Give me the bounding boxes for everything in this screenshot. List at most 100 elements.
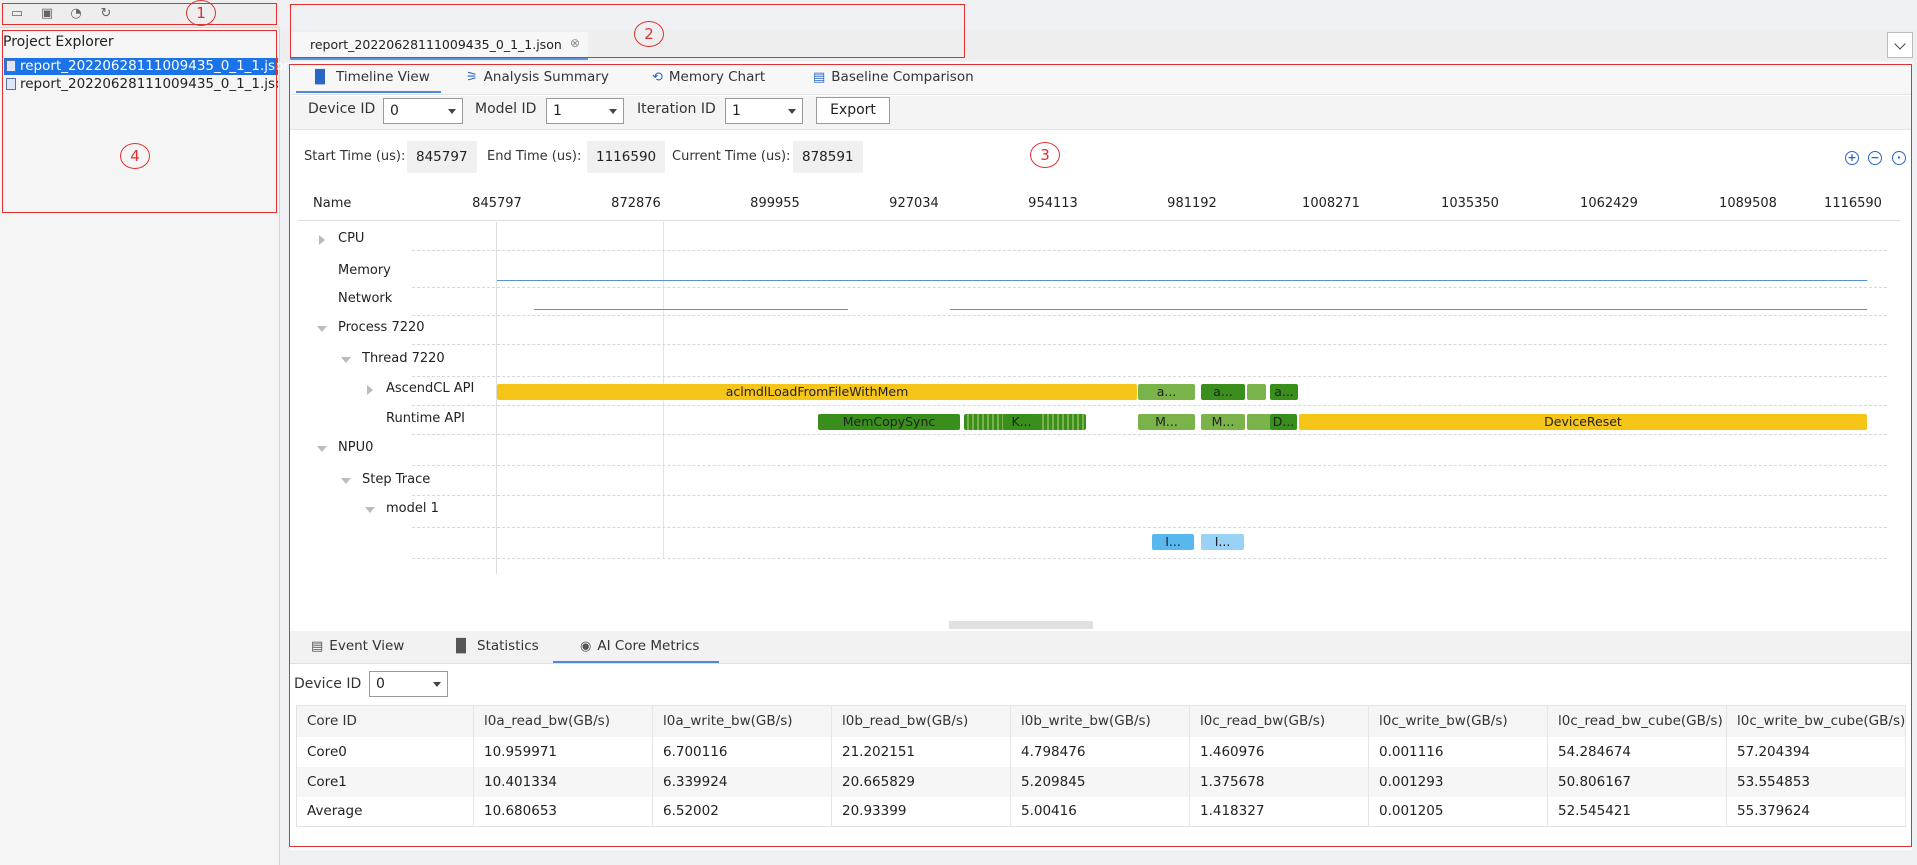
compare-table-icon: ▤ — [813, 70, 826, 85]
iteration-id-select[interactable]: 1 — [725, 98, 803, 124]
time-tick-label: 981192 — [1167, 196, 1217, 211]
acl-bar-small[interactable] — [1247, 384, 1266, 400]
timeline-row-label[interactable]: Thread 7220 — [362, 351, 445, 366]
runtime-bar-devicereset[interactable]: DeviceReset — [1299, 414, 1867, 430]
expand-arrow-icon[interactable] — [319, 235, 325, 245]
metrics-device-id-label: Device ID — [294, 676, 362, 692]
table-cell: 1.460976 — [1189, 736, 1369, 767]
runtime-bar-m1[interactable]: M... — [1138, 414, 1195, 430]
zoom-out-icon[interactable]: − — [1868, 151, 1882, 165]
table-cell: 5.00416 — [1010, 796, 1190, 827]
table-cell: Average — [296, 796, 474, 827]
column-header[interactable]: l0c_read_bw_cube(GB/s) — [1547, 705, 1727, 737]
time-tick-label: 872876 — [611, 196, 661, 211]
step-trace-bar-i2[interactable]: I... — [1201, 534, 1244, 550]
column-header[interactable]: l0c_write_bw(GB/s) — [1368, 705, 1548, 737]
runtime-bar-k[interactable]: K... — [1003, 414, 1040, 430]
table-row[interactable]: Average 10.680653 6.52002 20.93399 5.00416 1.… — [296, 796, 1906, 827]
network-usage-line-2 — [950, 309, 1867, 310]
compare-icon[interactable]: ◔ — [70, 6, 82, 21]
collapse-arrow-icon[interactable] — [317, 326, 327, 332]
chevron-down-icon — [609, 109, 617, 114]
tab-memory-chart[interactable]: ⟲ Memory Chart — [652, 69, 766, 85]
device-id-select[interactable]: 0 — [383, 98, 463, 124]
table-cell: 54.284674 — [1547, 736, 1727, 767]
tab-event-view[interactable]: ▤ Event View — [311, 638, 405, 654]
timeline-row-label[interactable]: Network — [338, 291, 393, 306]
acl-bar-a3[interactable]: a... — [1270, 384, 1298, 400]
timeline-row-label[interactable]: NPU0 — [338, 440, 374, 455]
annotation-marker-3: 3 — [1030, 142, 1060, 168]
row-separator — [412, 376, 1887, 377]
timeline-row-label[interactable]: Step Trace — [362, 472, 431, 487]
runtime-bar-m2[interactable]: M... — [1201, 414, 1245, 430]
view-tab-bar — [290, 63, 1912, 95]
table-cell: 21.202151 — [831, 736, 1011, 767]
row-separator — [412, 250, 1887, 251]
timeline-row-label[interactable]: Memory — [338, 263, 391, 278]
table-row[interactable]: Core1 10.401334 6.339924 20.665829 5.209845 1… — [296, 766, 1906, 797]
table-row[interactable]: Core0 10.959971 6.700116 21.202151 4.798476 1… — [296, 736, 1906, 767]
panel-splitter-handle[interactable] — [949, 621, 1093, 629]
current-time-value: 878591 — [793, 141, 863, 173]
open-folder-icon[interactable]: ▭ — [10, 6, 24, 21]
memory-usage-line — [497, 280, 1867, 281]
column-header[interactable]: l0a_write_bw(GB/s) — [652, 705, 832, 737]
table-cell: Core0 — [296, 736, 474, 767]
model-id-select[interactable]: 1 — [546, 98, 624, 124]
table-cell: 4.798476 — [1010, 736, 1190, 767]
collapse-arrow-icon[interactable] — [341, 357, 351, 363]
collapse-arrow-icon[interactable] — [365, 507, 375, 513]
acl-bar-a1[interactable]: a... — [1138, 384, 1195, 400]
column-header[interactable]: l0b_write_bw(GB/s) — [1010, 705, 1190, 737]
runtime-bar-memcopysync[interactable]: MemCopySync — [818, 414, 960, 430]
import-folder-icon[interactable]: ▣ — [40, 6, 54, 21]
column-header[interactable]: Core ID — [296, 705, 474, 737]
timeline-row-label[interactable]: Process 7220 — [338, 320, 425, 335]
name-column-header: Name — [313, 196, 352, 211]
tab-list-dropdown[interactable] — [1887, 32, 1913, 58]
time-tick-label: 1008271 — [1302, 196, 1360, 211]
table-cell: 0.001205 — [1368, 796, 1548, 827]
timeline-row-label[interactable]: CPU — [338, 231, 365, 246]
column-header[interactable]: l0c_write_bw_cube(GB/s) — [1726, 705, 1906, 737]
collapse-arrow-icon[interactable] — [341, 478, 351, 484]
column-header[interactable]: l0c_read_bw(GB/s) — [1189, 705, 1369, 737]
document-tab[interactable]: report_20220628111009435_0_1_1.json ⊗ — [290, 32, 588, 60]
refresh-icon[interactable]: ↻ — [100, 6, 112, 21]
timeline-row-label[interactable]: model 1 — [386, 501, 439, 516]
timeline-row-label[interactable]: AscendCL API — [386, 381, 475, 396]
active-bottom-tab-underline — [553, 661, 719, 663]
runtime-bar-small[interactable] — [1247, 414, 1271, 430]
bottom-tab-bar — [290, 631, 1912, 664]
runtime-bar-d[interactable]: D... — [1270, 414, 1297, 430]
step-trace-bar-i1[interactable]: I... — [1152, 534, 1194, 550]
column-header[interactable]: l0a_read_bw(GB/s) — [473, 705, 653, 737]
close-tab-icon[interactable]: ⊗ — [570, 36, 581, 50]
tree-item-report-1[interactable]: report_20220628111009435_0_1_1.json — [4, 58, 292, 75]
tab-baseline-comparison[interactable]: ▤ Baseline Comparison — [813, 69, 974, 85]
table-cell: 0.001116 — [1368, 736, 1548, 767]
acl-bar-a2[interactable]: a... — [1201, 384, 1245, 400]
export-button[interactable]: Export — [816, 97, 890, 124]
tab-ai-core-metrics[interactable]: ◉ AI Core Metrics — [580, 638, 700, 654]
acl-bar-load-from-file[interactable]: aclmdlLoadFromFileWithMem — [497, 384, 1137, 400]
time-tick-label: 1062429 — [1580, 196, 1638, 211]
time-tick-label: 927034 — [889, 196, 939, 211]
time-tick-label: 954113 — [1028, 196, 1078, 211]
tab-analysis-summary[interactable]: ⚞ Analysis Summary — [466, 69, 609, 85]
zoom-in-icon[interactable]: + — [1845, 151, 1859, 165]
metrics-device-id-select[interactable]: 0 — [369, 671, 448, 697]
table-cell: 5.209845 — [1010, 766, 1190, 797]
column-header[interactable]: l0b_read_bw(GB/s) — [831, 705, 1011, 737]
expand-arrow-icon[interactable] — [367, 385, 373, 395]
collapse-arrow-icon[interactable] — [317, 446, 327, 452]
timeline-row-label[interactable]: Runtime API — [386, 411, 465, 426]
zoom-reset-icon[interactable]: · — [1892, 151, 1906, 165]
end-time-label: End Time (us): — [487, 149, 582, 164]
tab-timeline-view[interactable]: ▐▌ Timeline View — [310, 69, 430, 85]
table-cell: 57.204394 — [1726, 736, 1906, 767]
tree-item-report-2[interactable]: report_20220628111009435_0_1_1.json — [4, 76, 278, 93]
tab-statistics[interactable]: ▐▌ Statistics — [451, 638, 539, 654]
annotation-marker-4: 4 — [120, 143, 150, 169]
